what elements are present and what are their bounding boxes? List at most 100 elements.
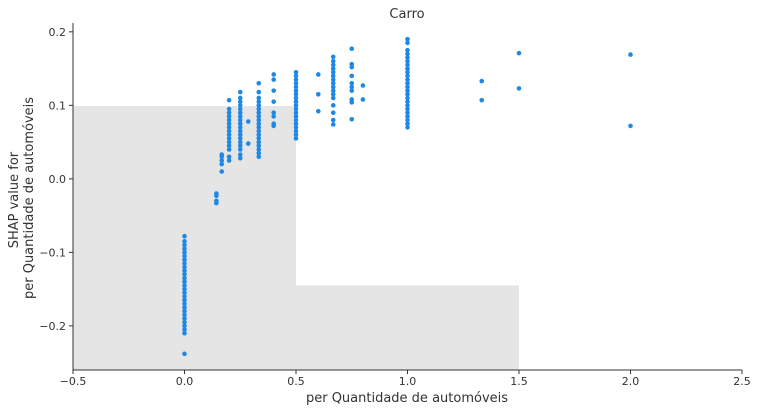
data-point (256, 114, 262, 119)
data-point (405, 88, 410, 93)
data-point (182, 316, 187, 321)
data-point (516, 86, 522, 91)
data-point (271, 72, 277, 77)
y-axis-label-line-1: SHAP value for (7, 151, 22, 248)
data-point (293, 106, 299, 112)
data-point (479, 97, 485, 103)
data-point (479, 78, 485, 84)
data-point (182, 297, 187, 303)
data-point (405, 51, 410, 57)
data-point (237, 117, 243, 123)
data-point (182, 233, 187, 239)
data-point (256, 143, 262, 149)
data-point (330, 77, 336, 82)
data-point (214, 200, 219, 206)
data-point (182, 351, 187, 357)
data-point (256, 132, 262, 138)
data-point (330, 73, 336, 79)
data-point (226, 147, 232, 152)
data-point (237, 89, 243, 95)
data-point (182, 319, 187, 325)
data-point (182, 290, 187, 296)
data-point (271, 110, 277, 115)
data-point (226, 97, 232, 103)
data-point (182, 264, 187, 270)
data-point (219, 152, 225, 157)
data-point (628, 123, 633, 129)
data-point (330, 54, 336, 60)
data-point (226, 158, 232, 163)
data-point (330, 80, 336, 86)
data-point (405, 92, 410, 97)
data-point (628, 52, 633, 57)
data-point (182, 283, 187, 288)
data-point (293, 136, 299, 141)
data-point (256, 125, 262, 130)
data-point (349, 88, 355, 93)
data-point (226, 114, 232, 119)
data-point (405, 125, 410, 130)
data-point (405, 47, 410, 53)
data-point (293, 114, 299, 119)
data-point (237, 152, 243, 157)
data-point (226, 139, 232, 145)
data-point (293, 103, 299, 108)
data-point (330, 95, 336, 101)
data-point (330, 62, 336, 68)
data-point (237, 121, 243, 127)
data-point (256, 89, 262, 95)
data-point (245, 119, 251, 124)
data-point (293, 95, 299, 101)
data-point (182, 239, 187, 244)
data-point (405, 95, 410, 101)
data-point (182, 327, 187, 332)
chart-title: Carro (389, 7, 424, 22)
x-tick-label: −0.5 (60, 375, 87, 388)
data-point (219, 158, 225, 163)
data-point (405, 114, 410, 119)
data-point (271, 88, 277, 93)
data-point (256, 128, 262, 134)
data-point (293, 77, 299, 82)
data-point (293, 117, 299, 123)
y-axis-label-line-2: per Quantidade de automóveis (22, 97, 37, 299)
data-point (405, 121, 410, 127)
data-point (330, 84, 336, 90)
data-point (293, 88, 299, 93)
data-point (245, 141, 251, 146)
data-point (226, 143, 232, 149)
data-point (330, 69, 336, 75)
data-point (349, 84, 355, 90)
y-tick-label: −0.1 (39, 246, 66, 259)
data-point (214, 193, 219, 199)
data-point (293, 125, 299, 130)
data-point (182, 308, 187, 314)
data-point (226, 132, 232, 138)
data-point (256, 117, 262, 123)
y-tick-label: −0.2 (39, 320, 66, 333)
data-point (256, 147, 262, 152)
data-point (237, 139, 243, 145)
data-point (256, 110, 262, 115)
data-point (226, 125, 232, 130)
data-point (349, 61, 355, 67)
data-point (182, 268, 187, 274)
histogram-bar-1 (296, 285, 519, 370)
data-point (360, 97, 366, 102)
data-point (330, 110, 336, 115)
data-point (293, 132, 299, 138)
data-point (182, 257, 187, 263)
data-point (226, 117, 232, 123)
data-point (219, 161, 225, 167)
data-point (330, 122, 336, 127)
data-point (182, 272, 187, 277)
data-point (182, 330, 187, 336)
data-point (316, 92, 321, 97)
x-axis-label: per Quantidade de automóveis (306, 391, 508, 406)
data-point (405, 36, 410, 42)
scatter-points (182, 36, 633, 357)
data-point (330, 88, 336, 93)
data-point (405, 80, 410, 86)
data-point (182, 294, 187, 299)
data-point (405, 103, 410, 108)
